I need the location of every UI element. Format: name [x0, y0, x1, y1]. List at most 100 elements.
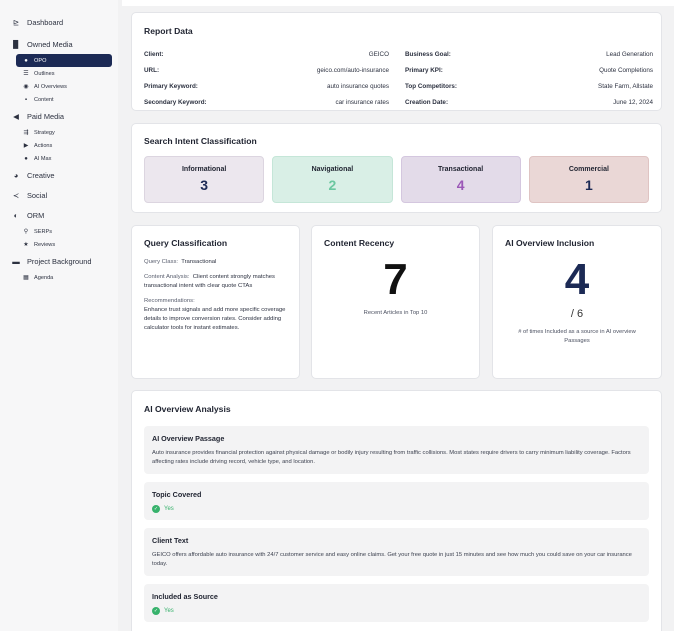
- query-class-label: Query Class:: [144, 259, 179, 265]
- included-as-source-value: Yes: [164, 608, 174, 614]
- recommendations-label: Recommendations:: [144, 298, 195, 304]
- sidebar-subitem-label: Strategy: [34, 129, 55, 136]
- report-key: Creation Date:: [405, 98, 449, 106]
- sidebar-item-label: Paid Media: [27, 111, 64, 121]
- search-intent-card: Search Intent Classification Information…: [131, 123, 662, 213]
- calendar-icon: ▦: [23, 275, 29, 281]
- intent-count: 2: [328, 177, 337, 193]
- sidebar-subitem-actions[interactable]: ▶ Actions: [0, 139, 118, 152]
- passage-text: Auto insurance provides financial protec…: [152, 450, 631, 465]
- sidebar-subitem-ai-overviews[interactable]: ◉ AI Overviews: [0, 80, 118, 93]
- intent-count: 4: [456, 177, 465, 193]
- topic-covered-status: ✓ Yes: [152, 505, 641, 513]
- sidebar-item-paid-media[interactable]: ◀ Paid Media: [0, 106, 118, 126]
- report-value: Quote Completions: [599, 66, 653, 74]
- included-as-source-title: Included as Source: [152, 592, 218, 601]
- inclusion-caption: # of times Included as a source in AI ov…: [518, 329, 636, 344]
- content-analysis-value: Client content strongly matches transact…: [144, 274, 275, 289]
- report-value: car insurance rates: [335, 98, 389, 106]
- sidebar-subitem-outlines[interactable]: ☰ Outlines: [0, 67, 118, 80]
- sidebar-subitem-serps[interactable]: ⚲ SERPs: [0, 225, 118, 238]
- sidebar-item-social[interactable]: ≺ Social: [0, 185, 118, 205]
- report-key: Top Competitors:: [405, 82, 458, 90]
- top-bar: [122, 0, 674, 6]
- intent-label: Transactional: [438, 166, 484, 173]
- sidebar-subitem-label: AI Overviews: [34, 83, 67, 90]
- report-value: geico.com/auto-insurance: [316, 66, 389, 74]
- report-key: URL:: [144, 66, 160, 74]
- intent-box-informational: Informational 3: [144, 156, 265, 203]
- document-icon: ▉: [13, 39, 19, 49]
- query-class-value: Transactional: [181, 259, 217, 265]
- report-value: GEICO: [368, 50, 389, 58]
- report-value: auto insurance quotes: [327, 82, 389, 90]
- report-row: Primary KPI: Quote Completions: [405, 62, 653, 78]
- sidebar-item-label: Owned Media: [27, 39, 73, 49]
- sparkle-icon: ●: [24, 155, 28, 162]
- content-recency-title: Content Recency: [324, 238, 395, 248]
- client-text-section: Client Text GEICO offers affordable auto…: [144, 528, 649, 576]
- star-icon: ★: [23, 242, 29, 248]
- sidebar-item-label: Social: [27, 190, 48, 200]
- report-value: State Farm, Allstate: [598, 82, 653, 90]
- report-row: Creation Date: June 12, 2024: [405, 94, 653, 110]
- megaphone-icon: ◀: [13, 111, 19, 121]
- included-as-source-section: Included as Source ✓ Yes: [144, 584, 649, 622]
- sidebar-item-owned-media[interactable]: ▉ Owned Media: [0, 34, 118, 54]
- intent-count: 1: [584, 177, 593, 193]
- query-classification-card: Query Classification Query Class: Transa…: [131, 225, 300, 379]
- share-icon: ≺: [12, 190, 20, 200]
- check-circle-icon: ✓: [152, 607, 160, 615]
- lightbulb-icon: ●: [24, 57, 28, 64]
- main-content: Report Data Client: GEICO URL: geico.com/a…: [122, 0, 674, 631]
- content-recency-card: Content Recency 7 Recent Articles in Top…: [311, 225, 480, 379]
- sidebar-subitem-reviews[interactable]: ★ Reviews: [0, 238, 118, 251]
- sidebar-item-creative[interactable]: ◕ Creative: [0, 165, 118, 185]
- query-classification-title: Query Classification: [144, 238, 228, 248]
- ai-overview-inclusion-card: AI Overview Inclusion 4 / 6 # of times I…: [492, 225, 662, 379]
- sidebar-item-project-background[interactable]: ▬ Project Background: [0, 251, 118, 271]
- ai-overview-analysis-card: AI Overview Analysis AI Overview Passage…: [131, 390, 662, 631]
- report-key: Business Goal:: [405, 50, 451, 58]
- report-right-column: Business Goal: Lead Generation Primary KP…: [405, 46, 653, 110]
- report-row: Secondary Keyword: car insurance rates: [144, 94, 389, 110]
- intent-label: Navigational: [311, 166, 354, 173]
- report-key: Primary Keyword:: [144, 82, 198, 90]
- recency-caption: Recent Articles in Top 10: [363, 310, 428, 316]
- inclusion-total: / 6: [570, 308, 584, 320]
- report-row: Business Goal: Lead Generation: [405, 46, 653, 62]
- intent-count: 3: [200, 177, 209, 193]
- report-data-title: Report Data: [144, 26, 193, 36]
- intent-label: Commercial: [568, 166, 609, 173]
- content-analysis-label: Content Analysis:: [144, 274, 190, 280]
- intent-box-commercial: Commercial 1: [528, 156, 649, 203]
- sidebar-item-orm[interactable]: ◐ ORM: [0, 205, 118, 225]
- client-text-title: Client Text: [152, 536, 189, 545]
- report-left-column: Client: GEICO URL: geico.com/auto-insuranc…: [144, 46, 389, 110]
- sidebar-subitem-ai-max[interactable]: ● AI Max: [0, 152, 118, 165]
- inclusion-value: 4: [564, 255, 590, 304]
- sidebar-subitem-label: Content: [34, 96, 54, 103]
- sidebar-item-label: Creative: [27, 170, 55, 180]
- sidebar-item-dashboard[interactable]: ⊵ Dashboard: [0, 12, 118, 32]
- sidebar-subitem-label: OPO: [34, 57, 47, 64]
- report-value: Lead Generation: [606, 50, 653, 58]
- sidebar-subitem-opo[interactable]: ● OPO: [16, 54, 112, 67]
- sidebar-subitem-agenda[interactable]: ▦ Agenda: [0, 271, 118, 284]
- intent-label: Informational: [181, 166, 227, 173]
- report-key: Secondary Keyword:: [144, 98, 207, 106]
- ai-overview-inclusion-title: AI Overview Inclusion: [505, 238, 595, 248]
- sidebar: ⊵ Dashboard ▉ Owned Media ● OPO ☰ Outlin…: [0, 0, 118, 631]
- file-icon: ▪: [24, 96, 28, 103]
- included-as-source-status: ✓ Yes: [152, 607, 641, 615]
- robot-icon: ◉: [23, 84, 29, 90]
- sidebar-subitem-content[interactable]: ▪ Content: [0, 93, 118, 106]
- report-value: June 12, 2024: [613, 98, 653, 106]
- ai-overview-passage-section: AI Overview Passage Auto insurance provi…: [144, 426, 649, 474]
- sidebar-subitem-strategy[interactable]: ⇶ Strategy: [0, 126, 118, 139]
- ai-overview-analysis-title: AI Overview Analysis: [144, 404, 231, 414]
- sidebar-subitem-label: Reviews: [34, 241, 56, 248]
- intent-box-transactional: Transactional 4: [400, 156, 521, 203]
- report-data-card: Report Data Client: GEICO URL: geico.com/a…: [131, 12, 662, 111]
- sidebar-item-label: Project Background: [27, 256, 92, 266]
